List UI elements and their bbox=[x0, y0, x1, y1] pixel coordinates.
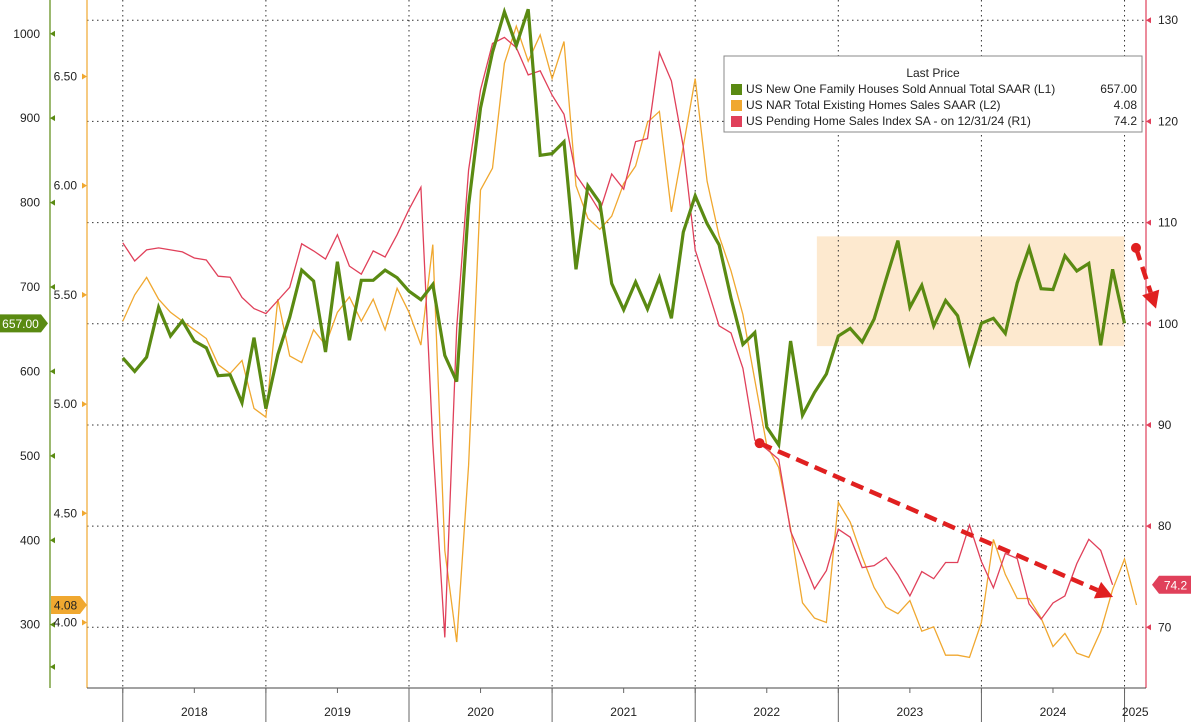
legend-entry-label: US Pending Home Sales Index SA - on 12/3… bbox=[746, 114, 1031, 128]
legend-box bbox=[723, 55, 1143, 133]
r1-tick-label: 110 bbox=[1158, 216, 1177, 230]
l1-tick bbox=[50, 368, 55, 375]
l2-tick bbox=[82, 73, 87, 80]
dashed-arrow-head bbox=[1093, 581, 1114, 599]
series-line-l1 bbox=[121, 6, 1127, 450]
l2-tick bbox=[82, 182, 87, 189]
l1-tick bbox=[50, 663, 55, 670]
x-tick-label: 2022 bbox=[753, 705, 780, 719]
r1-tick bbox=[1146, 421, 1151, 428]
legend-swatch bbox=[731, 100, 742, 111]
legend-entry-value: 657.00 bbox=[1100, 82, 1137, 96]
last-price-label-l1: 657.00 bbox=[2, 317, 39, 331]
l1-tick-label: 900 bbox=[20, 111, 40, 125]
l1-tick bbox=[50, 199, 55, 206]
shaded-region-layer bbox=[816, 236, 1125, 347]
l1-tick-label: 500 bbox=[20, 449, 40, 463]
l1-tick bbox=[50, 452, 55, 459]
r1-tick bbox=[1146, 17, 1151, 24]
dashed-arrow-line bbox=[758, 441, 1099, 593]
r1-tick bbox=[1146, 219, 1151, 226]
r1-tick bbox=[1146, 118, 1151, 125]
r1-tick-label: 70 bbox=[1158, 620, 1172, 634]
l2-tick-label: 4.00 bbox=[54, 615, 78, 629]
l1-tick-label: 1000 bbox=[13, 27, 40, 41]
legend-entry-label: US NAR Total Existing Homes Sales SAAR (… bbox=[746, 98, 1001, 112]
r1-tick-label: 80 bbox=[1158, 519, 1172, 533]
dashed-arrow-line bbox=[1133, 247, 1153, 294]
last-price-label-l2: 4.08 bbox=[54, 599, 78, 613]
l1-tick bbox=[50, 537, 55, 544]
l1-tick bbox=[50, 30, 55, 37]
last-price-label-r1: 74.2 bbox=[1164, 578, 1188, 592]
l2-tick-label: 5.50 bbox=[54, 288, 78, 302]
x-tick-label: 2025 bbox=[1122, 705, 1149, 719]
series-line-r1 bbox=[122, 36, 1114, 638]
l2-tick-label: 6.00 bbox=[54, 179, 78, 193]
annotations-layer bbox=[754, 242, 1160, 599]
legend-entry-label: US New One Family Houses Sold Annual Tot… bbox=[746, 82, 1055, 96]
legend-entry-value: 4.08 bbox=[1114, 98, 1138, 112]
l2-tick bbox=[82, 291, 87, 298]
legend-header: Last Price bbox=[906, 66, 960, 80]
x-tick-label: 2019 bbox=[324, 705, 351, 719]
x-tick-label: 2020 bbox=[467, 705, 494, 719]
series-line-l2 bbox=[122, 24, 1138, 659]
legend-swatch bbox=[731, 116, 742, 127]
l1-tick-label: 300 bbox=[20, 618, 40, 632]
l1-tick-label: 400 bbox=[20, 533, 40, 547]
r1-tick bbox=[1146, 624, 1151, 631]
gridlines bbox=[87, 0, 1146, 688]
x-tick-label: 2024 bbox=[1040, 705, 1067, 719]
l1-tick bbox=[50, 284, 55, 291]
r1-tick-label: 90 bbox=[1158, 418, 1172, 432]
legend-entry-value: 74.2 bbox=[1114, 114, 1138, 128]
r1-tick-label: 130 bbox=[1158, 13, 1178, 27]
legend: Last Price US New One Family Houses Sold … bbox=[723, 55, 1143, 133]
r1-tick bbox=[1146, 320, 1151, 327]
last-price-label-r1-bg bbox=[1152, 575, 1191, 594]
shaded-region bbox=[816, 236, 1125, 347]
l2-tick-label: 6.50 bbox=[54, 69, 78, 83]
x-tick-label: 2023 bbox=[897, 705, 924, 719]
l2-tick bbox=[82, 619, 87, 626]
r1-tick-label: 120 bbox=[1158, 114, 1178, 128]
last-price-labels: 657.00 4.08 74.2 bbox=[0, 314, 1191, 615]
dashed-arrow-head bbox=[1142, 289, 1160, 309]
l1-tick-label: 700 bbox=[20, 280, 40, 294]
l2-tick-label: 4.50 bbox=[54, 506, 78, 520]
axes: 2018 2019 2020 2021 2022 2023 2024 2025 1000 900 8… bbox=[13, 0, 1178, 722]
l1-tick-label: 800 bbox=[20, 196, 40, 210]
l2-tick-label: 5.00 bbox=[54, 397, 78, 411]
x-tick-label: 2021 bbox=[610, 705, 637, 719]
legend-swatch bbox=[731, 84, 742, 95]
l1-tick bbox=[50, 115, 55, 122]
l1-tick-label: 600 bbox=[20, 364, 40, 378]
l2-tick bbox=[82, 401, 87, 408]
r1-tick bbox=[1146, 523, 1151, 530]
l2-tick bbox=[82, 510, 87, 517]
series-layer bbox=[121, 6, 1138, 659]
r1-tick-label: 100 bbox=[1158, 317, 1178, 331]
x-tick-label: 2018 bbox=[181, 705, 208, 719]
last-price-label-l2-bg bbox=[51, 596, 87, 615]
l1-tick bbox=[50, 621, 55, 628]
last-price-label-l1-bg bbox=[0, 314, 48, 333]
